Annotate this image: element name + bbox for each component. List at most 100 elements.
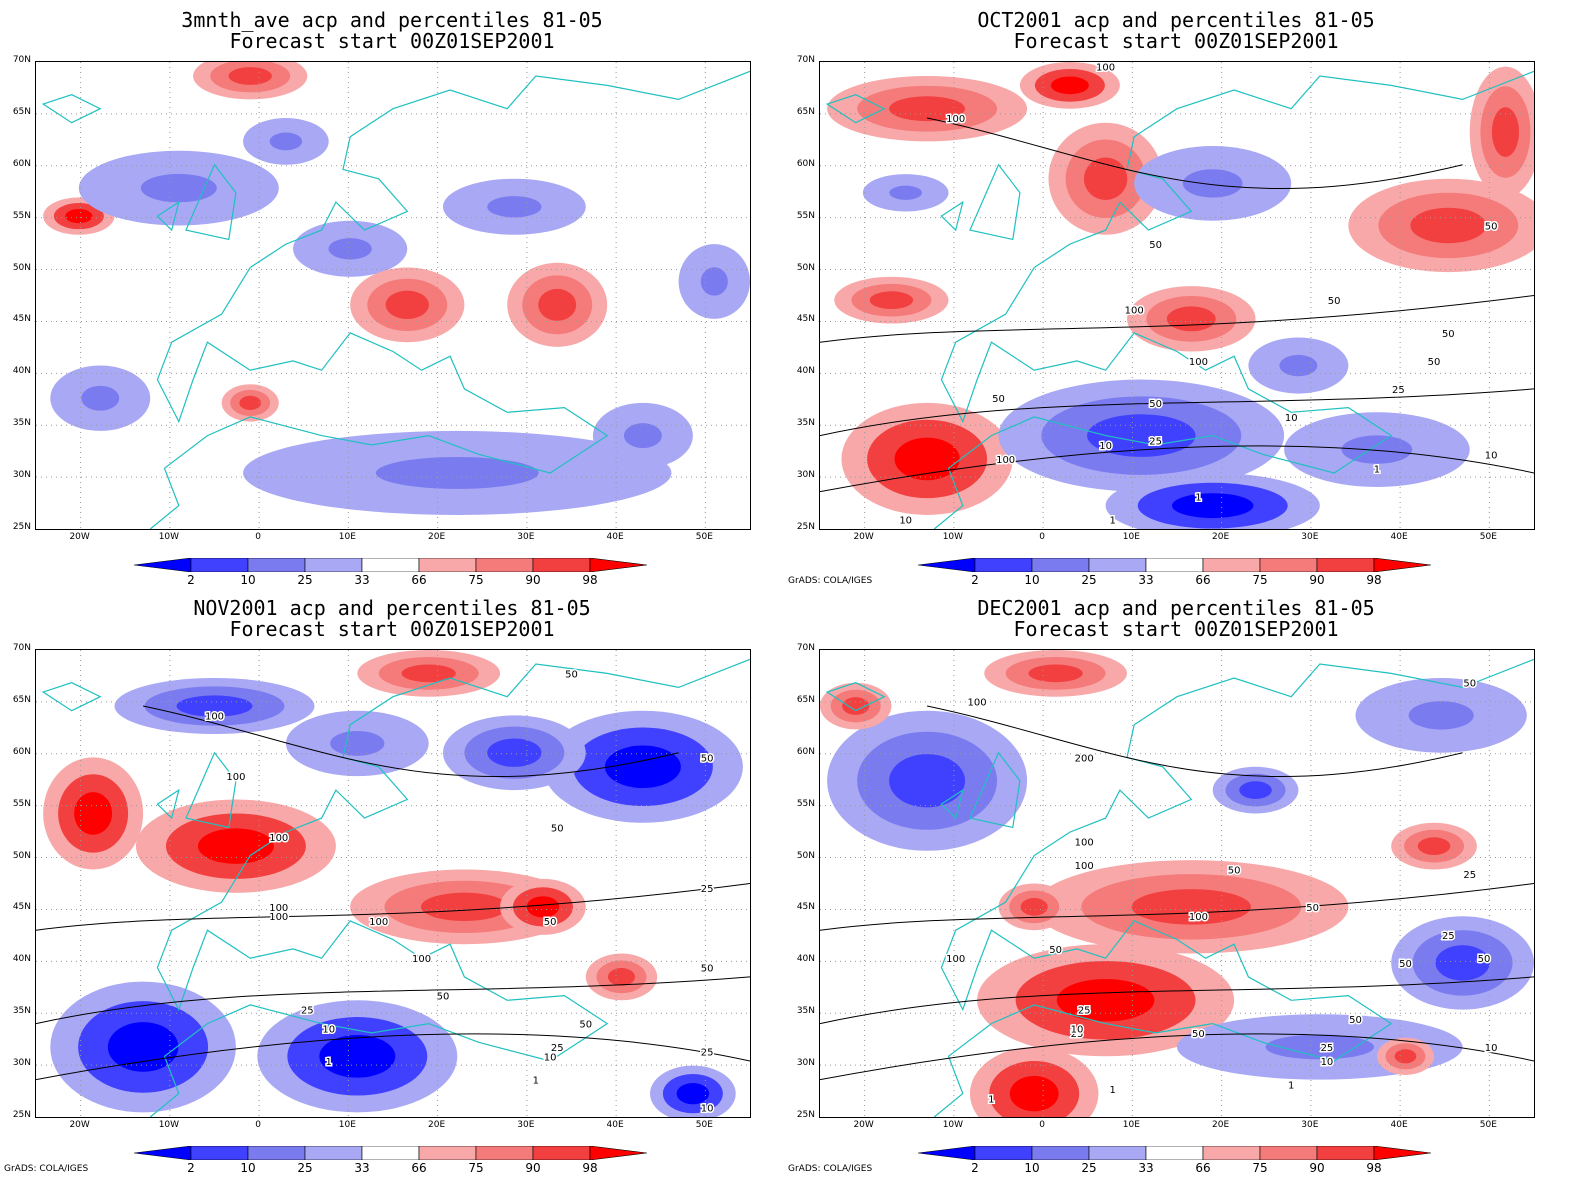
colorbar-segment [589, 558, 648, 572]
colorbar-segment [1031, 558, 1090, 572]
colorbar-segment [1373, 558, 1432, 572]
colorbar-segment [134, 558, 192, 572]
latitude-label: 40N [12, 954, 31, 965]
contour-line [926, 117, 1463, 190]
map-area: 100 100 50 100 100 50 50 50 25 10 25 10 1 1 1 10 50 50 50 1… [819, 61, 1535, 530]
anomaly-region [269, 132, 303, 151]
latitude-label: 60N [12, 158, 31, 169]
latitude-label: 50N [796, 262, 815, 273]
colorbar-label: 2 [187, 1161, 195, 1175]
anomaly-region [894, 437, 960, 481]
longitude-label: 50E [1479, 1120, 1497, 1130]
panel-subtitle: Forecast start 00Z01SEP2001 [1013, 617, 1339, 641]
contour-label: 50 [1049, 945, 1062, 956]
colorbar-label: 33 [1138, 573, 1154, 587]
latitude-label: 45N [796, 902, 815, 913]
longitude-label: 10E [1122, 532, 1140, 542]
anomaly-region [526, 896, 560, 918]
map-area: 100 100 100 100 100 50 50 100 100 50 50 50 25 10 1 25 10… [35, 649, 751, 1118]
contour-label: 50 [1149, 399, 1162, 410]
colorbar-segment [418, 558, 477, 572]
latitude-label: 70N [796, 55, 815, 65]
contour-line [142, 705, 679, 778]
anomaly-region [1172, 493, 1254, 519]
grads-credit: GrADS: COLA/IGES [4, 1164, 89, 1174]
colorbar-segment [1145, 1146, 1204, 1160]
contour-line [820, 445, 1534, 493]
contour-line [820, 295, 1534, 343]
contour-label: 50 [1228, 865, 1241, 876]
latitude-label: 70N [12, 55, 31, 65]
longitude-label: 50E [695, 1120, 713, 1130]
map-panel-1: 3mnth_ave acp and percentiles 81-05 Forec… [0, 0, 784, 588]
colorbar-label: 90 [525, 1161, 541, 1175]
contour-label: 1 [988, 1094, 994, 1105]
colorbar-label: 90 [1309, 573, 1325, 587]
colorbar-label: 2 [971, 1161, 979, 1175]
contour-label: 10 [544, 1052, 557, 1063]
contour-label: 100 [946, 114, 965, 125]
panel-subtitle: Forecast start 00Z01SEP2001 [229, 617, 555, 641]
colorbar-segment [918, 558, 976, 572]
contour-label: 100 [369, 917, 388, 928]
contour-label: 25 [701, 884, 714, 895]
colorbar [134, 558, 648, 572]
latitude-label: 60N [796, 158, 815, 169]
colorbar-segment [1088, 1146, 1147, 1160]
contour-label: 25 [1392, 385, 1405, 396]
contour-label: 25 [1442, 931, 1455, 942]
longitude-label: 10W [158, 1120, 180, 1130]
contour-label: 100 [1075, 837, 1094, 848]
contour-label: 100 [1189, 357, 1208, 368]
anomaly-region [228, 67, 272, 85]
anomaly-region [1166, 306, 1216, 332]
colorbar-segment [1259, 1146, 1318, 1160]
longitude-label: 20W [853, 532, 874, 542]
contour-label: 10 [1071, 1024, 1084, 1035]
anomaly-region [1341, 435, 1413, 464]
contour-label: 50 [701, 964, 714, 975]
colorbar-segment [1373, 1146, 1432, 1160]
colorbar-label: 66 [1195, 1161, 1211, 1175]
colorbar-segment [475, 558, 534, 572]
latitude-label: 25N [12, 522, 31, 532]
contour-label: 100 [412, 954, 431, 965]
panel-title: DEC2001 acp and percentiles 81-05 [977, 596, 1375, 620]
colorbar-label: 33 [354, 1161, 370, 1175]
longitude-label: 40E [606, 532, 624, 542]
contour-label: 10 [1485, 1043, 1498, 1054]
latitude-label: 30N [796, 470, 815, 481]
anomaly-region [65, 209, 93, 224]
colorbar-segment [418, 1146, 477, 1160]
latitude-label: 70N [796, 643, 815, 653]
coastline [933, 70, 1534, 529]
colorbar-label: 33 [354, 573, 370, 587]
longitude-label: 40E [606, 1120, 624, 1130]
contour-label: 100 [968, 697, 987, 708]
longitude-label: 10E [1122, 1120, 1140, 1130]
contour-line [36, 883, 750, 931]
colorbar-segment [1202, 558, 1261, 572]
coastline [149, 658, 750, 1117]
longitude-label: 20W [69, 1120, 90, 1130]
latitude-label: 60N [12, 746, 31, 757]
latitude-label: 55N [12, 798, 31, 809]
colorbar-label: 25 [1081, 1161, 1097, 1175]
contour-label: 50 [1149, 240, 1162, 251]
anomaly-region [604, 745, 681, 789]
contour-line [36, 1033, 750, 1081]
contour-label: 50 [1399, 959, 1412, 970]
contour-label: 10 [1485, 450, 1498, 461]
longitude-label: 10E [338, 532, 356, 542]
colorbar-segment [1259, 558, 1318, 572]
anomaly-region [889, 96, 966, 122]
colorbar-segment [190, 1146, 249, 1160]
colorbar-label: 75 [1252, 1161, 1268, 1175]
latitude-label: 65N [796, 694, 815, 705]
contour-label: 1 [1110, 516, 1116, 527]
colorbar-label: 10 [240, 1161, 256, 1175]
latitude-label: 50N [12, 850, 31, 861]
contour-label: 1 [1195, 492, 1201, 503]
contour-label: 1 [1110, 1085, 1116, 1096]
anomaly-region [140, 173, 217, 203]
